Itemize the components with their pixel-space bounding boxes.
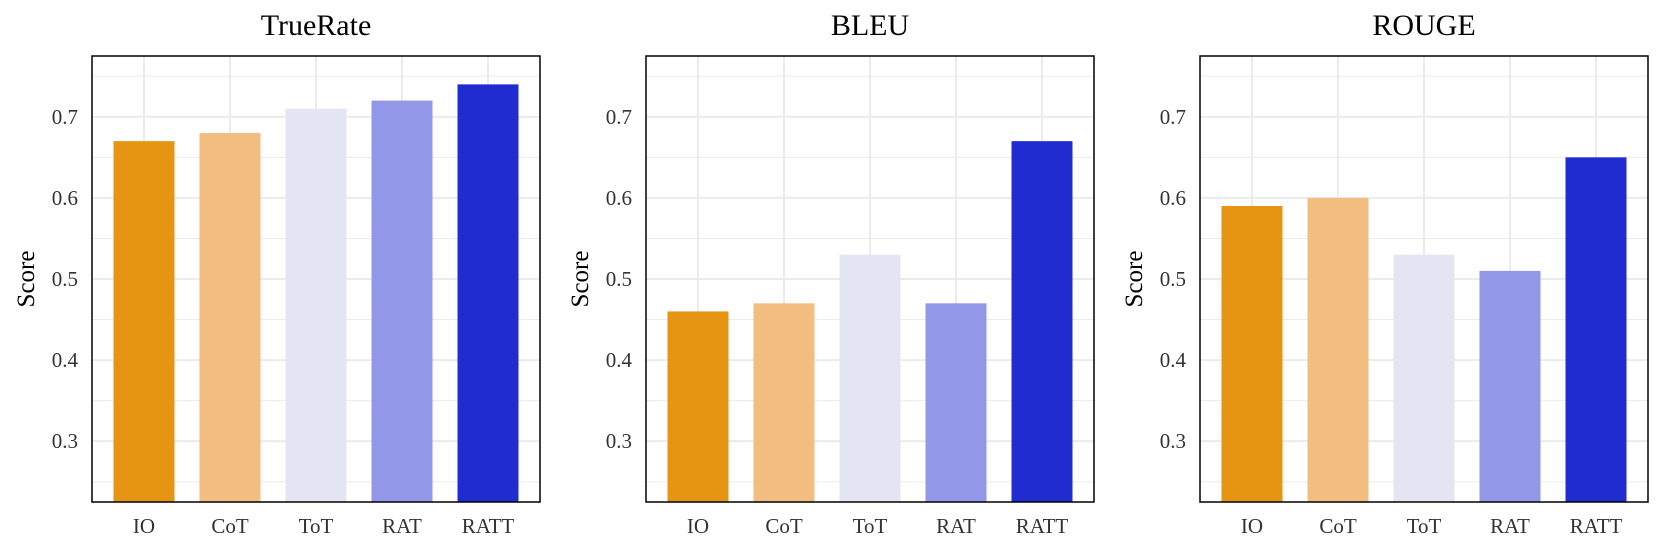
chart-panel-truerate: TrueRate Score 0.3 0.4 0.5 0.6 0.7 IO CoT ToT RAT R… [13, 9, 541, 538]
x-tick-label: CoT [1319, 514, 1357, 538]
y-tick-label: 0.4 [1160, 348, 1187, 372]
bar-rat [371, 100, 433, 502]
bar-ratt [1565, 157, 1627, 502]
y-axis-label: Score [1121, 251, 1148, 308]
bar-ratt [457, 84, 519, 502]
chart-title: BLEU [831, 9, 910, 42]
y-tick-label: 0.7 [52, 105, 78, 129]
bar-tot [1393, 254, 1455, 502]
bar-io [113, 141, 175, 503]
y-tick-label: 0.3 [606, 429, 632, 453]
chart-panel-rouge: ROUGE Score 0.3 0.4 0.5 0.6 0.7 IO CoT ToT RAT RATT [1121, 9, 1649, 538]
x-tick-label: CoT [765, 514, 803, 538]
y-tick-label: 0.7 [1160, 105, 1186, 129]
bar-io [1221, 206, 1283, 502]
x-tick-label: IO [133, 514, 155, 538]
y-tick-label: 0.5 [606, 267, 632, 291]
x-tick-label: RAT [936, 514, 976, 538]
bar-rat [1479, 270, 1541, 502]
y-axis-label: Score [13, 251, 40, 308]
bar-tot [285, 108, 347, 502]
y-tick-label: 0.5 [52, 267, 78, 291]
bar-cot [753, 303, 815, 502]
x-tick-label: IO [687, 514, 709, 538]
y-tick-label: 0.5 [1160, 267, 1186, 291]
x-tick-label: RAT [382, 514, 422, 538]
x-tick-label: CoT [211, 514, 249, 538]
y-tick-label: 0.7 [606, 105, 632, 129]
y-tick-label: 0.3 [1160, 429, 1186, 453]
chart-title: TrueRate [261, 9, 372, 42]
x-tick-label: ToT [299, 514, 334, 538]
x-tick-label: ToT [853, 514, 888, 538]
y-axis-label: Score [567, 251, 594, 308]
y-tick-label: 0.3 [52, 429, 78, 453]
y-tick-label: 0.6 [606, 186, 632, 210]
chart-panel-bleu: BLEU Score 0.3 0.4 0.5 0.6 0.7 IO CoT ToT RAT RATT [567, 9, 1095, 538]
bar-tot [839, 254, 901, 502]
bar-io [667, 311, 729, 502]
x-tick-label: ToT [1407, 514, 1442, 538]
plot-frame [1199, 55, 1649, 503]
y-tick-label: 0.4 [52, 348, 79, 372]
y-tick-label: 0.6 [52, 186, 78, 210]
plot-frame [91, 55, 541, 503]
bar-cot [199, 133, 261, 502]
x-tick-label: RATT [1016, 514, 1069, 538]
bar-cot [1307, 197, 1369, 502]
y-tick-label: 0.6 [1160, 186, 1186, 210]
x-tick-label: IO [1241, 514, 1263, 538]
chart-title: ROUGE [1372, 9, 1475, 42]
x-tick-label: RATT [462, 514, 515, 538]
y-tick-label: 0.4 [606, 348, 633, 372]
x-tick-label: RAT [1490, 514, 1530, 538]
bar-rat [925, 303, 987, 502]
x-tick-label: RATT [1570, 514, 1623, 538]
bar-ratt [1011, 141, 1073, 503]
plot-frame [645, 55, 1095, 503]
